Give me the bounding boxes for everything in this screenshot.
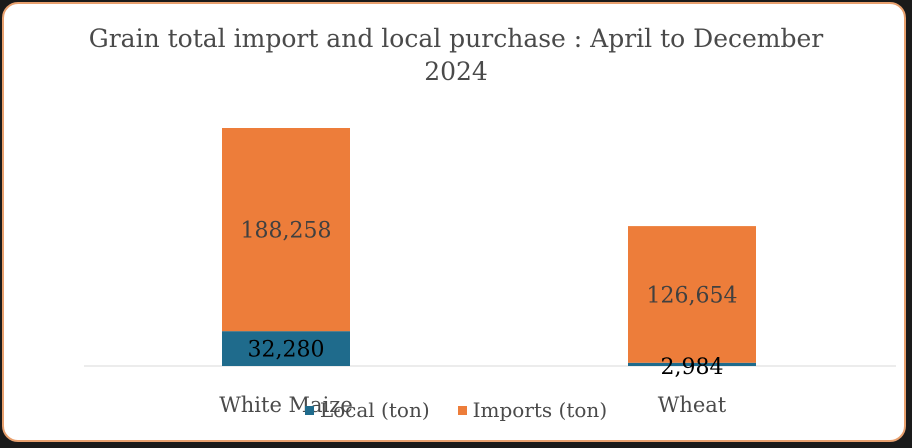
chart-frame	[2, 2, 906, 442]
bar-local-1	[628, 362, 756, 366]
legend-label-imports: Imports (ton)	[472, 398, 608, 422]
chart-legend: Local (ton) Imports (ton)	[0, 398, 912, 422]
data-label-local-0: 32,280	[248, 338, 325, 363]
legend-label-local: Local (ton)	[319, 398, 430, 422]
data-label-imports-0: 188,258	[241, 219, 332, 244]
x-tick-label-0: White Maize	[219, 393, 353, 417]
chart-title-line1: Grain total import and local purchase : …	[88, 24, 824, 53]
bar-local-0	[222, 331, 350, 366]
bar-imports-1	[628, 226, 756, 363]
data-label-imports-1: 126,654	[647, 283, 738, 308]
chart-title-line2: 2024	[424, 57, 488, 86]
bar-imports-0	[222, 128, 350, 332]
legend-item-imports: Imports (ton)	[457, 398, 608, 422]
data-label-local-1: 2,984	[661, 355, 724, 380]
x-tick-label-1: Wheat	[658, 393, 727, 417]
legend-swatch-imports	[457, 405, 467, 415]
legend-swatch-local	[304, 405, 314, 415]
legend-item-local: Local (ton)	[304, 398, 430, 422]
chart-title: Grain total import and local purchase : …	[0, 22, 912, 88]
